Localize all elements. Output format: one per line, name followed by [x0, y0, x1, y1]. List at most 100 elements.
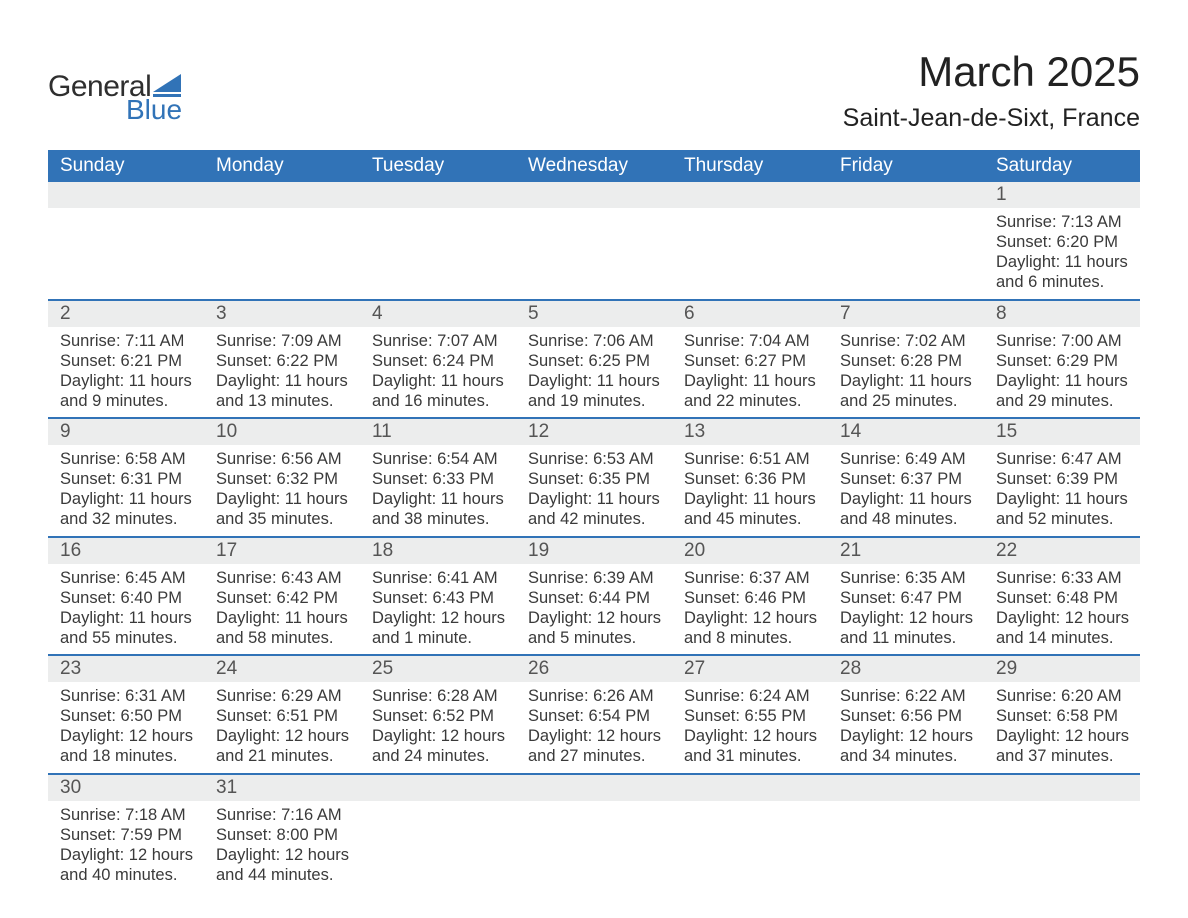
sunset-line: Sunset: 8:00 PM — [216, 825, 350, 845]
day-details: Sunrise: 6:49 AMSunset: 6:37 PMDaylight:… — [828, 445, 984, 536]
day-header: Wednesday — [516, 150, 672, 182]
calendar-day-cell: 6Sunrise: 7:04 AMSunset: 6:27 PMDaylight… — [672, 300, 828, 419]
calendar-day-cell: 10Sunrise: 6:56 AMSunset: 6:32 PMDayligh… — [204, 418, 360, 537]
daylight-line: Daylight: 11 hours and 45 minutes. — [684, 489, 818, 529]
sunrise-line: Sunrise: 6:43 AM — [216, 568, 350, 588]
daylight-line: Daylight: 11 hours and 48 minutes. — [840, 489, 974, 529]
logo: General Blue — [48, 48, 181, 136]
day-number — [516, 775, 672, 801]
sunset-line: Sunset: 6:22 PM — [216, 351, 350, 371]
calendar-day-cell: 23Sunrise: 6:31 AMSunset: 6:50 PMDayligh… — [48, 655, 204, 774]
day-number: 20 — [672, 538, 828, 564]
daylight-line: Daylight: 12 hours and 24 minutes. — [372, 726, 506, 766]
sunset-line: Sunset: 6:44 PM — [528, 588, 662, 608]
calendar-day-cell: 3Sunrise: 7:09 AMSunset: 6:22 PMDaylight… — [204, 300, 360, 419]
calendar-empty-cell — [516, 774, 672, 892]
daylight-line: Daylight: 12 hours and 40 minutes. — [60, 845, 194, 885]
sunrise-line: Sunrise: 7:06 AM — [528, 331, 662, 351]
calendar-day-cell: 4Sunrise: 7:07 AMSunset: 6:24 PMDaylight… — [360, 300, 516, 419]
daylight-line: Daylight: 12 hours and 44 minutes. — [216, 845, 350, 885]
day-number: 8 — [984, 301, 1140, 327]
day-number: 3 — [204, 301, 360, 327]
calendar-week-row: 23Sunrise: 6:31 AMSunset: 6:50 PMDayligh… — [48, 655, 1140, 774]
day-number: 16 — [48, 538, 204, 564]
calendar-empty-cell — [828, 774, 984, 892]
calendar-empty-cell — [828, 182, 984, 300]
calendar-day-cell: 31Sunrise: 7:16 AMSunset: 8:00 PMDayligh… — [204, 774, 360, 892]
day-details: Sunrise: 7:11 AMSunset: 6:21 PMDaylight:… — [48, 327, 204, 418]
day-number: 22 — [984, 538, 1140, 564]
day-header: Monday — [204, 150, 360, 182]
calendar-empty-cell — [516, 182, 672, 300]
sunset-line: Sunset: 6:39 PM — [996, 469, 1130, 489]
sunset-line: Sunset: 6:31 PM — [60, 469, 194, 489]
calendar-day-cell: 12Sunrise: 6:53 AMSunset: 6:35 PMDayligh… — [516, 418, 672, 537]
calendar-day-cell: 2Sunrise: 7:11 AMSunset: 6:21 PMDaylight… — [48, 300, 204, 419]
day-details: Sunrise: 6:51 AMSunset: 6:36 PMDaylight:… — [672, 445, 828, 536]
day-details: Sunrise: 6:43 AMSunset: 6:42 PMDaylight:… — [204, 564, 360, 655]
daylight-line: Daylight: 11 hours and 22 minutes. — [684, 371, 818, 411]
sunset-line: Sunset: 6:47 PM — [840, 588, 974, 608]
calendar-body: 1Sunrise: 7:13 AMSunset: 6:20 PMDaylight… — [48, 182, 1140, 891]
day-header: Sunday — [48, 150, 204, 182]
calendar-week-row: 2Sunrise: 7:11 AMSunset: 6:21 PMDaylight… — [48, 300, 1140, 419]
day-details: Sunrise: 7:18 AMSunset: 7:59 PMDaylight:… — [48, 801, 204, 892]
day-details: Sunrise: 6:20 AMSunset: 6:58 PMDaylight:… — [984, 682, 1140, 773]
sunset-line: Sunset: 6:37 PM — [840, 469, 974, 489]
day-number: 7 — [828, 301, 984, 327]
sunset-line: Sunset: 6:40 PM — [60, 588, 194, 608]
day-details: Sunrise: 7:07 AMSunset: 6:24 PMDaylight:… — [360, 327, 516, 418]
sunrise-line: Sunrise: 6:47 AM — [996, 449, 1130, 469]
day-header: Saturday — [984, 150, 1140, 182]
calendar-day-cell: 21Sunrise: 6:35 AMSunset: 6:47 PMDayligh… — [828, 537, 984, 656]
daylight-line: Daylight: 12 hours and 14 minutes. — [996, 608, 1130, 648]
day-number — [360, 182, 516, 208]
sunset-line: Sunset: 6:46 PM — [684, 588, 818, 608]
day-number — [984, 775, 1140, 801]
day-details: Sunrise: 7:02 AMSunset: 6:28 PMDaylight:… — [828, 327, 984, 418]
sunset-line: Sunset: 7:59 PM — [60, 825, 194, 845]
sunrise-line: Sunrise: 7:04 AM — [684, 331, 818, 351]
day-number: 10 — [204, 419, 360, 445]
day-details — [672, 801, 828, 881]
day-details: Sunrise: 7:13 AMSunset: 6:20 PMDaylight:… — [984, 208, 1140, 299]
calendar-day-cell: 24Sunrise: 6:29 AMSunset: 6:51 PMDayligh… — [204, 655, 360, 774]
calendar-day-cell: 18Sunrise: 6:41 AMSunset: 6:43 PMDayligh… — [360, 537, 516, 656]
day-details: Sunrise: 6:29 AMSunset: 6:51 PMDaylight:… — [204, 682, 360, 773]
sunrise-line: Sunrise: 6:31 AM — [60, 686, 194, 706]
sunset-line: Sunset: 6:29 PM — [996, 351, 1130, 371]
day-details: Sunrise: 7:09 AMSunset: 6:22 PMDaylight:… — [204, 327, 360, 418]
day-details — [672, 208, 828, 288]
sunrise-line: Sunrise: 6:29 AM — [216, 686, 350, 706]
page-header: General Blue March 2025 Saint-Jean-de-Si… — [48, 48, 1140, 136]
calendar-day-cell: 15Sunrise: 6:47 AMSunset: 6:39 PMDayligh… — [984, 418, 1140, 537]
sunset-line: Sunset: 6:54 PM — [528, 706, 662, 726]
sunset-line: Sunset: 6:42 PM — [216, 588, 350, 608]
daylight-line: Daylight: 12 hours and 21 minutes. — [216, 726, 350, 766]
day-details — [984, 801, 1140, 881]
daylight-line: Daylight: 12 hours and 8 minutes. — [684, 608, 818, 648]
day-details: Sunrise: 6:39 AMSunset: 6:44 PMDaylight:… — [516, 564, 672, 655]
calendar-day-cell: 26Sunrise: 6:26 AMSunset: 6:54 PMDayligh… — [516, 655, 672, 774]
daylight-line: Daylight: 11 hours and 19 minutes. — [528, 371, 662, 411]
day-number — [204, 182, 360, 208]
daylight-line: Daylight: 12 hours and 5 minutes. — [528, 608, 662, 648]
day-header: Friday — [828, 150, 984, 182]
daylight-line: Daylight: 12 hours and 1 minute. — [372, 608, 506, 648]
sunset-line: Sunset: 6:58 PM — [996, 706, 1130, 726]
day-details: Sunrise: 6:35 AMSunset: 6:47 PMDaylight:… — [828, 564, 984, 655]
day-number: 17 — [204, 538, 360, 564]
calendar-empty-cell — [360, 182, 516, 300]
sunset-line: Sunset: 6:50 PM — [60, 706, 194, 726]
day-details — [204, 208, 360, 288]
calendar-day-cell: 5Sunrise: 7:06 AMSunset: 6:25 PMDaylight… — [516, 300, 672, 419]
day-number: 13 — [672, 419, 828, 445]
calendar-day-cell: 16Sunrise: 6:45 AMSunset: 6:40 PMDayligh… — [48, 537, 204, 656]
day-number: 9 — [48, 419, 204, 445]
sunrise-line: Sunrise: 6:53 AM — [528, 449, 662, 469]
calendar-day-cell: 13Sunrise: 6:51 AMSunset: 6:36 PMDayligh… — [672, 418, 828, 537]
calendar-empty-cell — [672, 774, 828, 892]
day-number: 27 — [672, 656, 828, 682]
day-details: Sunrise: 6:28 AMSunset: 6:52 PMDaylight:… — [360, 682, 516, 773]
day-number: 26 — [516, 656, 672, 682]
